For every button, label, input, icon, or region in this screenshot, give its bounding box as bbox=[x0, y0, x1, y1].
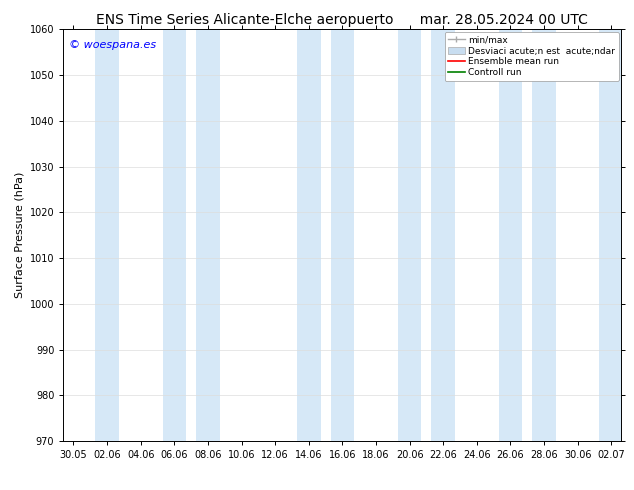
Text: © woespana.es: © woespana.es bbox=[69, 40, 156, 49]
Bar bbox=[600, 29, 623, 441]
Bar bbox=[162, 29, 186, 441]
Bar bbox=[297, 29, 321, 441]
Title: ENS Time Series Alicante-Elche aeropuerto      mar. 28.05.2024 00 UTC: ENS Time Series Alicante-Elche aeropuert… bbox=[96, 13, 588, 27]
Bar bbox=[398, 29, 422, 441]
Bar bbox=[330, 29, 354, 441]
Y-axis label: Surface Pressure (hPa): Surface Pressure (hPa) bbox=[14, 172, 24, 298]
Bar bbox=[431, 29, 455, 441]
Bar bbox=[196, 29, 220, 441]
Bar bbox=[533, 29, 556, 441]
Bar bbox=[95, 29, 119, 441]
Legend: min/max, Desviaci acute;n est  acute;ndar, Ensemble mean run, Controll run: min/max, Desviaci acute;n est acute;ndar… bbox=[444, 32, 619, 81]
Bar bbox=[499, 29, 522, 441]
